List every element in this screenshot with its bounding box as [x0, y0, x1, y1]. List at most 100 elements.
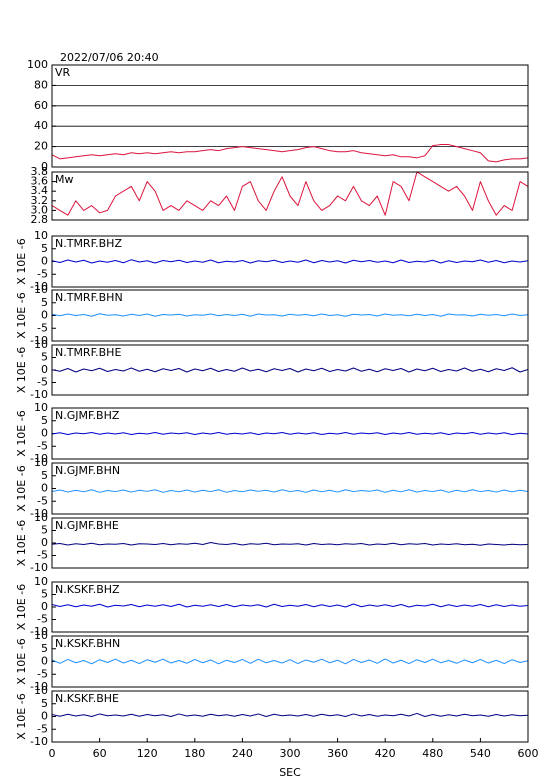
panel-plot — [52, 172, 528, 216]
y-tick-label: 5 — [41, 642, 48, 655]
y-tick-label: 0 — [41, 600, 48, 613]
y-tick-label: -10 — [30, 452, 48, 465]
panel-plot — [52, 489, 528, 493]
y-tick-label: 10 — [34, 684, 48, 697]
y-tick-label: 5 — [41, 414, 48, 427]
y-tick-label: -10 — [30, 334, 48, 347]
panel-frame — [51, 690, 529, 743]
x-tick-label: 600 — [518, 747, 539, 760]
y-tick-label: 10 — [34, 229, 48, 242]
panel-plot — [52, 367, 528, 373]
y-tick-label: 0 — [41, 255, 48, 268]
y-tick-label: 10 — [34, 511, 48, 524]
y-tick-label: -5 — [37, 722, 48, 735]
panel-label: N.GJMF.BHN — [55, 464, 120, 477]
trace-line — [52, 367, 528, 373]
y-tick-label: 80 — [34, 78, 48, 91]
panel-frame — [51, 289, 529, 342]
panel-frame — [51, 344, 529, 396]
y-tick-label: -10 — [30, 735, 48, 748]
y-tick-label: -5 — [37, 667, 48, 680]
y-tick-label: -10 — [30, 561, 48, 574]
y-tick-label: -10 — [30, 507, 48, 520]
panel-label: N.KSKF.BHZ — [55, 583, 120, 596]
y-axis-label: X 10E -6 — [15, 584, 28, 630]
x-tick-label: 480 — [422, 747, 443, 760]
panel-plot — [52, 658, 528, 665]
panel-label: N.KSKF.BHN — [55, 637, 120, 650]
panel-plot — [52, 431, 528, 436]
trace-line — [52, 542, 528, 546]
panel-label: N.GJMF.BHZ — [55, 409, 120, 422]
y-tick-label: 60 — [34, 99, 48, 112]
y-tick-label: 10 — [34, 338, 48, 351]
y-tick-label: 3.0 — [31, 203, 49, 216]
y-axis-label: X 10E -6 — [15, 292, 28, 338]
y-axis-label: X 10E -6 — [15, 238, 28, 284]
y-axis-label: X 10E -6 — [15, 520, 28, 566]
y-axis-label: X 10E -6 — [15, 410, 28, 456]
y-tick-label: 0 — [41, 427, 48, 440]
x-tick-label: 360 — [327, 747, 348, 760]
y-tick-label: 0 — [41, 710, 48, 723]
y-tick-label: -5 — [37, 376, 48, 389]
trace-line — [52, 172, 528, 216]
x-tick-label: 120 — [137, 747, 158, 760]
panel-plot — [52, 712, 528, 717]
panel-label: N.TMRF.BHE — [55, 346, 121, 359]
y-axis-label: X 10E -6 — [15, 693, 28, 739]
y-tick-label: -10 — [30, 625, 48, 638]
panel-label: VR — [55, 66, 71, 79]
y-tick-label: 5 — [41, 524, 48, 537]
y-tick-label: 0 — [41, 536, 48, 549]
trace-line — [52, 431, 528, 436]
trace-line — [52, 144, 528, 163]
trace-line — [52, 313, 528, 317]
panel-frame — [51, 462, 529, 515]
x-tick-label: 60 — [93, 747, 107, 760]
y-tick-label: 3.4 — [31, 184, 49, 197]
y-tick-label: -10 — [30, 388, 48, 401]
y-tick-label: 5 — [41, 351, 48, 364]
panel-label: N.TMRF.BHZ — [55, 237, 122, 250]
x-tick-label: 420 — [375, 747, 396, 760]
y-axis-label: X 10E -6 — [15, 638, 28, 684]
panel-label: N.GJMF.BHE — [55, 519, 119, 532]
y-tick-label: -10 — [30, 280, 48, 293]
panel-frame — [51, 64, 529, 168]
x-tick-label: 300 — [280, 747, 301, 760]
y-tick-label: -5 — [37, 439, 48, 452]
y-tick-label: 10 — [34, 456, 48, 469]
y-axis-label: X 10E -6 — [15, 465, 28, 511]
y-tick-label: 10 — [34, 283, 48, 296]
y-tick-label: 5 — [41, 296, 48, 309]
x-axis-label: SEC — [279, 766, 301, 779]
panel-frame — [51, 581, 529, 633]
y-tick-label: 10 — [34, 401, 48, 414]
y-tick-label: 40 — [34, 119, 48, 132]
y-tick-label: 100 — [27, 58, 48, 71]
y-tick-label: 10 — [34, 629, 48, 642]
x-tick-label: 0 — [49, 747, 56, 760]
trace-line — [52, 259, 528, 264]
panel-plot — [52, 542, 528, 546]
trace-line — [52, 658, 528, 665]
y-tick-label: 5 — [41, 588, 48, 601]
panel-frame — [51, 235, 529, 288]
y-tick-label: -5 — [37, 549, 48, 562]
y-tick-label: 0 — [41, 160, 48, 173]
trace-line — [52, 603, 528, 608]
y-tick-label: -5 — [37, 494, 48, 507]
x-tick-label: 180 — [184, 747, 205, 760]
y-tick-label: -10 — [30, 680, 48, 693]
panel-frame — [51, 517, 529, 569]
panel-label: N.TMRF.BHN — [55, 291, 123, 304]
y-axis-label: X 10E -6 — [15, 347, 28, 393]
y-tick-label: 20 — [34, 140, 48, 153]
y-tick-label: 5 — [41, 242, 48, 255]
y-tick-label: -5 — [37, 613, 48, 626]
panel-frame — [51, 171, 529, 221]
panel-plot — [52, 603, 528, 608]
x-tick-label: 240 — [232, 747, 253, 760]
